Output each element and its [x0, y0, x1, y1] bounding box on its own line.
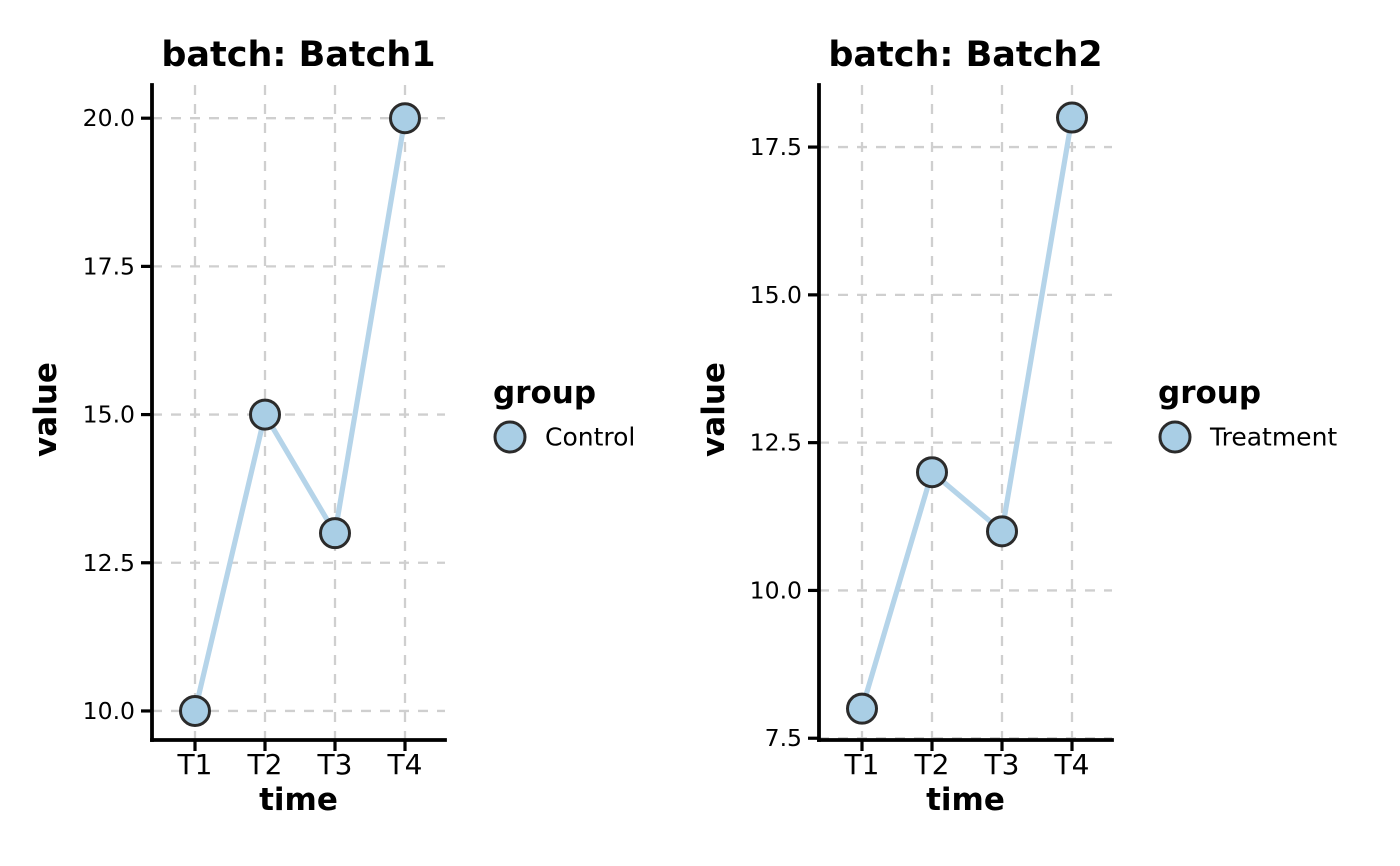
facet-panel: 10.0 12.5 15.0 17.5 20.0 T1 T2 T3 T4 batch: Batch… — [28, 35, 635, 818]
y-tick-label: 17.5 — [750, 133, 802, 161]
data-point-marker — [986, 515, 1018, 548]
facet-panel: 7.5 10.0 12.5 15.0 17.5 T1 T2 T3 T4 batch: Batch2… — [696, 35, 1337, 818]
x-axis-label: time — [926, 782, 1005, 818]
series-line — [859, 114, 1075, 712]
gridlines — [819, 85, 1112, 740]
data-point-marker — [319, 517, 351, 550]
x-tick-label: T3 — [984, 748, 1020, 781]
x-tick-label: T1 — [844, 748, 880, 781]
data-point-marker — [389, 102, 421, 135]
x-tick-label: T4 — [387, 748, 423, 781]
y-tick-label: 20.0 — [83, 104, 135, 132]
legend-label: Control — [545, 423, 635, 452]
data-point-marker — [846, 692, 878, 725]
facet-title: batch: Batch1 — [161, 35, 435, 75]
y-tick-label: 15.0 — [750, 281, 802, 309]
legend: group Control — [493, 375, 635, 454]
y-axis-label: value — [28, 362, 64, 457]
legend-label: Treatment — [1209, 423, 1337, 452]
facet-title: batch: Batch2 — [828, 35, 1102, 75]
data-point-marker — [916, 456, 948, 489]
x-tick-label: T3 — [317, 748, 353, 781]
y-tick-label: 12.5 — [83, 549, 135, 577]
y-tick-label: 17.5 — [83, 252, 135, 280]
x-axis-label: time — [259, 782, 338, 818]
x-tick-label: T2 — [247, 748, 283, 781]
gridlines — [152, 85, 445, 740]
data-point-marker — [179, 694, 211, 727]
legend: group Treatment — [1158, 375, 1337, 454]
y-tick-label: 7.5 — [765, 724, 802, 752]
data-point-marker — [249, 398, 281, 431]
y-tick-label: 10.0 — [83, 697, 135, 725]
y-axis-label: value — [696, 362, 732, 457]
data-point-marker — [1056, 101, 1088, 134]
legend-title: group — [493, 375, 596, 411]
x-tick-label: T1 — [177, 748, 213, 781]
y-tick-label: 12.5 — [750, 429, 802, 457]
y-tick-label: 10.0 — [750, 576, 802, 604]
legend-marker-icon — [493, 420, 527, 454]
x-tick-label: T2 — [914, 748, 950, 781]
y-tick-label: 15.0 — [83, 401, 135, 429]
series-line — [192, 115, 408, 714]
legend-marker-icon — [1158, 420, 1192, 454]
x-tick-label: T4 — [1054, 748, 1090, 781]
legend-title: group — [1158, 375, 1261, 411]
